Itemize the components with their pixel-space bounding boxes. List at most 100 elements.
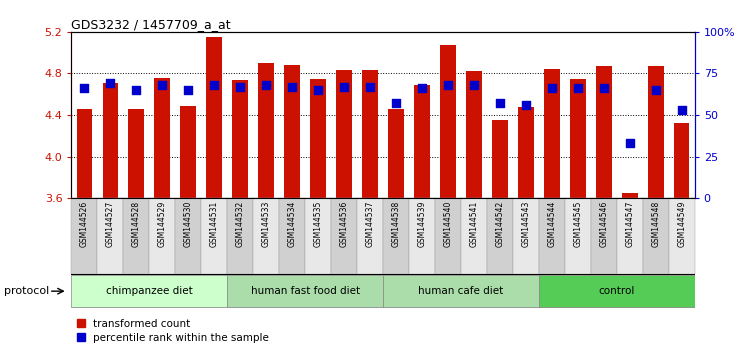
Bar — [565, 198, 591, 274]
Point — [520, 102, 532, 108]
Bar — [180, 106, 196, 198]
Bar — [518, 107, 534, 198]
Text: GSM144530: GSM144530 — [184, 200, 193, 247]
Bar — [539, 275, 695, 307]
Text: GSM144537: GSM144537 — [366, 200, 375, 247]
Bar — [77, 109, 92, 198]
Bar — [466, 72, 481, 198]
Bar — [570, 79, 586, 198]
Bar — [155, 78, 170, 198]
Bar — [207, 37, 222, 198]
Bar — [285, 65, 300, 198]
Bar — [123, 198, 149, 274]
Bar — [668, 198, 695, 274]
Text: GSM144535: GSM144535 — [314, 200, 323, 247]
Text: GSM144526: GSM144526 — [80, 200, 89, 247]
Point — [130, 87, 142, 93]
Bar — [279, 198, 305, 274]
Bar — [440, 45, 456, 198]
Text: GSM144534: GSM144534 — [288, 200, 297, 247]
Bar — [357, 198, 383, 274]
Bar — [149, 198, 175, 274]
Text: GSM144536: GSM144536 — [339, 200, 348, 247]
Point — [338, 84, 350, 90]
Text: GSM144542: GSM144542 — [496, 200, 505, 247]
Bar — [71, 198, 98, 274]
Text: GSM144545: GSM144545 — [573, 200, 582, 247]
Point — [494, 101, 506, 106]
Point — [182, 87, 195, 93]
Bar — [643, 198, 668, 274]
Bar — [305, 198, 331, 274]
Text: GSM144531: GSM144531 — [210, 200, 219, 247]
Point — [676, 107, 688, 113]
Bar — [388, 109, 404, 198]
Text: GSM144538: GSM144538 — [391, 200, 400, 247]
Bar — [128, 109, 144, 198]
Bar — [232, 80, 248, 198]
Bar — [228, 198, 253, 274]
Bar — [435, 198, 461, 274]
Point — [390, 101, 402, 106]
Bar — [622, 193, 638, 198]
Text: control: control — [599, 286, 635, 296]
Bar — [487, 198, 513, 274]
Text: chimpanzee diet: chimpanzee diet — [106, 286, 193, 296]
Point — [208, 82, 220, 88]
Bar — [253, 198, 279, 274]
Text: GSM144529: GSM144529 — [158, 200, 167, 247]
Bar — [331, 198, 357, 274]
Text: GSM144548: GSM144548 — [651, 200, 660, 247]
Point — [364, 84, 376, 90]
Bar — [228, 275, 383, 307]
Point — [442, 82, 454, 88]
Bar — [362, 70, 378, 198]
Bar — [201, 198, 228, 274]
Bar — [310, 79, 326, 198]
Bar — [596, 66, 611, 198]
Bar — [461, 198, 487, 274]
Text: human fast food diet: human fast food diet — [251, 286, 360, 296]
Bar — [71, 275, 227, 307]
Point — [546, 86, 558, 91]
Text: GSM144528: GSM144528 — [131, 200, 140, 247]
Text: protocol: protocol — [4, 286, 49, 296]
Point — [312, 87, 324, 93]
Bar — [102, 83, 118, 198]
Legend: transformed count, percentile rank within the sample: transformed count, percentile rank withi… — [77, 319, 269, 343]
Point — [650, 87, 662, 93]
Point — [260, 82, 272, 88]
Point — [572, 86, 584, 91]
Text: GSM144543: GSM144543 — [521, 200, 530, 247]
Point — [416, 86, 428, 91]
Bar — [674, 123, 689, 198]
Bar — [492, 120, 508, 198]
Bar — [544, 69, 559, 198]
Bar — [383, 275, 538, 307]
Text: GSM144532: GSM144532 — [236, 200, 245, 247]
Text: GSM144540: GSM144540 — [443, 200, 452, 247]
Text: GSM144533: GSM144533 — [261, 200, 270, 247]
Bar — [409, 198, 435, 274]
Text: GSM144544: GSM144544 — [547, 200, 556, 247]
Bar — [539, 198, 565, 274]
Text: GSM144541: GSM144541 — [469, 200, 478, 247]
Text: GSM144546: GSM144546 — [599, 200, 608, 247]
Bar — [648, 66, 664, 198]
Text: GDS3232 / 1457709_a_at: GDS3232 / 1457709_a_at — [71, 18, 231, 31]
Point — [468, 82, 480, 88]
Bar — [336, 70, 351, 198]
Bar — [175, 198, 201, 274]
Bar — [591, 198, 617, 274]
Point — [624, 141, 636, 146]
Bar — [98, 198, 123, 274]
Point — [78, 86, 90, 91]
Text: GSM144527: GSM144527 — [106, 200, 115, 247]
Bar — [383, 198, 409, 274]
Text: GSM144547: GSM144547 — [626, 200, 635, 247]
Bar — [513, 198, 539, 274]
Point — [286, 84, 298, 90]
Point — [598, 86, 610, 91]
Text: GSM144549: GSM144549 — [677, 200, 686, 247]
Bar — [258, 63, 274, 198]
